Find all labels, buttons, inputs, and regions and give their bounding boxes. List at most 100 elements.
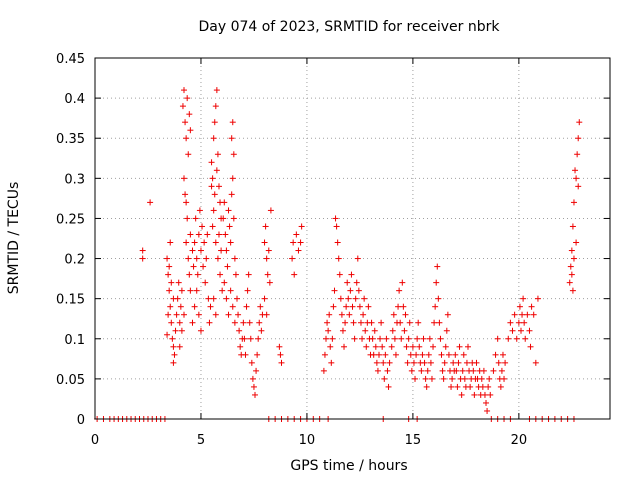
y-tick-label: 0.3 (64, 172, 85, 187)
data-point (181, 175, 188, 182)
data-point (200, 263, 207, 270)
data-point (435, 295, 442, 302)
data-point (172, 327, 179, 334)
data-point (252, 391, 259, 398)
data-point (521, 319, 528, 326)
data-point (346, 311, 353, 318)
data-point (574, 151, 581, 158)
data-point (408, 367, 415, 374)
x-tick-label: 0 (91, 433, 99, 448)
data-point (241, 335, 248, 342)
data-point (520, 295, 527, 302)
data-point (428, 375, 435, 382)
chart-title: Day 074 of 2023, SRMTID for receiver nbr… (198, 19, 500, 35)
data-point (350, 319, 357, 326)
data-point (478, 375, 485, 382)
data-point (534, 295, 541, 302)
data-point (363, 343, 370, 350)
y-tick-label: 0.2 (64, 253, 85, 268)
data-point (171, 351, 178, 358)
data-point (467, 383, 474, 390)
data-point (377, 335, 384, 342)
data-point (382, 351, 389, 358)
data-point (212, 103, 219, 110)
data-point (471, 391, 478, 398)
data-point (215, 231, 222, 238)
x-axis-label: GPS time / hours (290, 458, 407, 474)
data-point (166, 287, 173, 294)
data-point (213, 167, 220, 174)
data-point (195, 231, 202, 238)
data-point (209, 223, 216, 230)
data-point (383, 335, 390, 342)
data-point (263, 255, 270, 262)
data-point (341, 343, 348, 350)
data-point (328, 359, 335, 366)
data-point (576, 119, 583, 126)
data-point (481, 391, 488, 398)
data-point (193, 287, 200, 294)
data-point (263, 311, 270, 318)
data-point (248, 359, 255, 366)
data-point (437, 335, 444, 342)
data-point (177, 303, 184, 310)
data-point (568, 271, 575, 278)
data-point (186, 111, 193, 118)
data-point (165, 311, 172, 318)
data-point (421, 359, 428, 366)
data-point (187, 231, 194, 238)
y-tick-label: 0 (77, 413, 85, 428)
data-point (389, 327, 396, 334)
axis-ticks (94, 57, 610, 420)
data-point (290, 239, 297, 246)
data-point (513, 335, 520, 342)
data-point (575, 135, 582, 142)
data-point (499, 351, 506, 358)
data-point (204, 231, 211, 238)
data-point (230, 215, 237, 222)
data-point (452, 351, 459, 358)
data-point (249, 375, 256, 382)
data-point (326, 311, 333, 318)
x-tick-label: 15 (405, 433, 422, 448)
data-point (237, 343, 244, 350)
data-point (189, 247, 196, 254)
data-point (515, 319, 522, 326)
data-point (347, 287, 354, 294)
data-point (351, 335, 358, 342)
data-point (406, 319, 413, 326)
data-point (343, 303, 350, 310)
data-point (229, 303, 236, 310)
data-point (222, 231, 229, 238)
data-point (439, 367, 446, 374)
data-point (575, 183, 582, 190)
y-tick-label: 0.45 (56, 52, 85, 67)
data-point (339, 327, 346, 334)
y-tick-label: 0.15 (56, 293, 85, 308)
data-point (295, 247, 302, 254)
data-point (352, 295, 359, 302)
plot-frame (94, 57, 611, 420)
data-point (461, 375, 468, 382)
data-point (360, 311, 367, 318)
data-point (183, 199, 190, 206)
data-point (524, 311, 531, 318)
data-point (397, 319, 404, 326)
data-point (443, 327, 450, 334)
data-point (191, 239, 198, 246)
data-point (501, 375, 508, 382)
data-point (349, 303, 356, 310)
data-point (480, 367, 487, 374)
data-point (566, 279, 573, 286)
data-point (345, 295, 352, 302)
data-point (386, 359, 393, 366)
data-point (450, 359, 457, 366)
data-point (487, 391, 494, 398)
grid (95, 58, 610, 419)
data-point (412, 375, 419, 382)
data-point (175, 279, 182, 286)
data-point (218, 247, 225, 254)
data-point (214, 255, 221, 262)
data-point (246, 319, 253, 326)
data-point (356, 303, 363, 310)
